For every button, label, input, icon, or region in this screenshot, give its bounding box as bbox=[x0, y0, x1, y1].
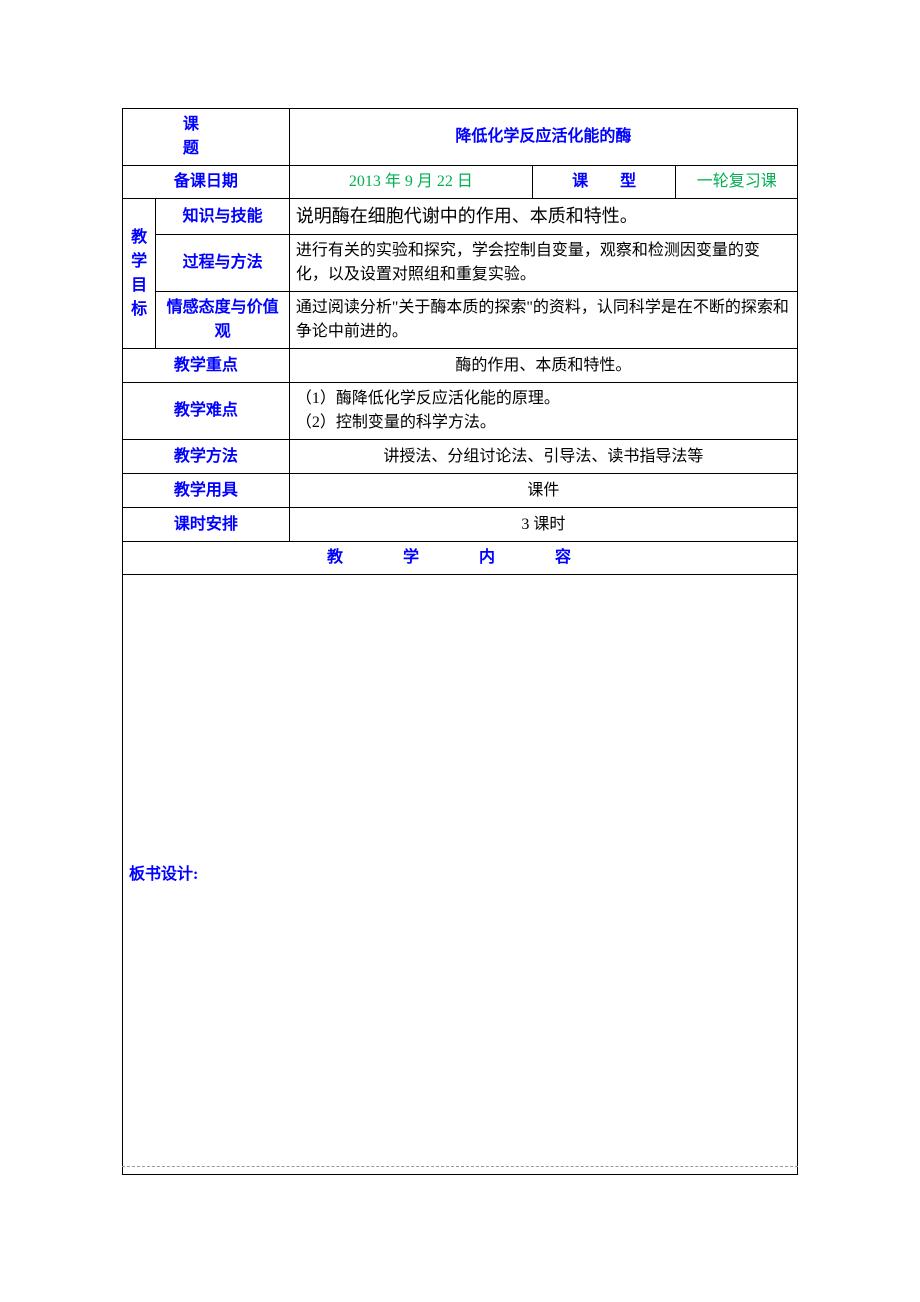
process-value: 进行有关的实验和探究，学会控制自变量，观察和检测因变量的变化，以及设置对照组和重… bbox=[289, 235, 797, 292]
schedule-label: 课时安排 bbox=[123, 508, 290, 542]
method-label: 教学方法 bbox=[123, 440, 290, 474]
knowledge-label: 知识与技能 bbox=[156, 199, 289, 235]
schedule-value: 3 课时 bbox=[289, 508, 797, 542]
tools-label: 教学用具 bbox=[123, 474, 290, 508]
keypoint-label: 教学重点 bbox=[123, 349, 290, 383]
keypoint-value: 酶的作用、本质和特性。 bbox=[289, 349, 797, 383]
attitude-value: 通过阅读分析"关于酶本质的探索"的资料，认同科学是在不断的探索和争论中前进的。 bbox=[289, 292, 797, 349]
topic-value: 降低化学反应活化能的酶 bbox=[289, 109, 797, 166]
content-section-header: 教 学 内 容 bbox=[123, 542, 798, 575]
process-label: 过程与方法 bbox=[156, 235, 289, 292]
class-type-label: 课 型 bbox=[532, 166, 676, 199]
content-body: 板书设计: bbox=[123, 575, 798, 1175]
difficult-value: （1）酶降低化学反应活化能的原理。 （2）控制变量的科学方法。 bbox=[289, 383, 797, 440]
difficult-line2: （2）控制变量的科学方法。 bbox=[296, 414, 496, 431]
attitude-label: 情感态度与价值观 bbox=[156, 292, 289, 349]
difficult-line1: （1）酶降低化学反应活化能的原理。 bbox=[296, 390, 560, 407]
date-label: 备课日期 bbox=[123, 166, 290, 199]
topic-label: 课 题 bbox=[123, 109, 290, 166]
board-design-label: 板书设计: bbox=[129, 866, 198, 883]
date-value: 2013 年 9 月 22 日 bbox=[289, 166, 532, 199]
class-type-value: 一轮复习课 bbox=[676, 166, 798, 199]
difficult-label: 教学难点 bbox=[123, 383, 290, 440]
footer-divider bbox=[122, 1166, 798, 1167]
lesson-plan-table: 课 题 降低化学反应活化能的酶 备课日期 2013 年 9 月 22 日 课 型… bbox=[122, 108, 798, 1175]
knowledge-value: 说明酶在细胞代谢中的作用、本质和特性。 bbox=[289, 199, 797, 235]
objectives-group-label: 教学目标 bbox=[123, 199, 156, 349]
method-value: 讲授法、分组讨论法、引导法、读书指导法等 bbox=[289, 440, 797, 474]
tools-value: 课件 bbox=[289, 474, 797, 508]
